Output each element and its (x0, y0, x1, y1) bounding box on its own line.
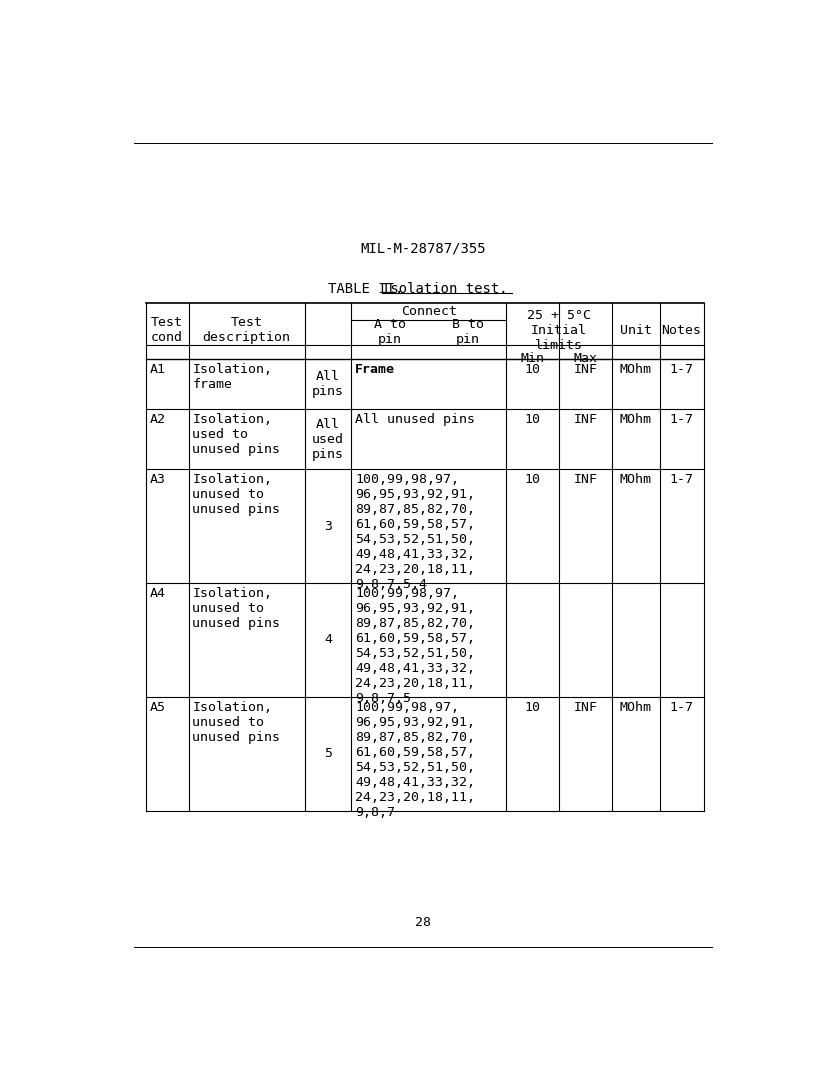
Text: All
used
pins: All used pins (312, 418, 344, 461)
Text: A3: A3 (150, 473, 166, 486)
Text: 3: 3 (324, 519, 332, 533)
Text: Isolation,
frame: Isolation, frame (192, 363, 273, 391)
Text: A2: A2 (150, 413, 166, 426)
Text: MIL-M-28787/355: MIL-M-28787/355 (360, 241, 487, 255)
Text: 25 + 5°C
Initial
limits: 25 + 5°C Initial limits (527, 309, 591, 352)
Text: 100,99,98,97,
96,95,93,92,91,
89,87,85,82,70,
61,60,59,58,57,
54,53,52,51,50,
49: 100,99,98,97, 96,95,93,92,91, 89,87,85,8… (355, 701, 475, 819)
Text: INF: INF (573, 413, 597, 426)
Text: 1-7: 1-7 (669, 473, 693, 486)
Text: 100,99,98,97,
96,95,93,92,91,
89,87,85,82,70,
61,60,59,58,57,
54,53,52,51,50,
49: 100,99,98,97, 96,95,93,92,91, 89,87,85,8… (355, 473, 475, 591)
Text: Isolation,
used to
unused pins: Isolation, used to unused pins (192, 413, 280, 455)
Text: 1-7: 1-7 (669, 363, 693, 375)
Text: Isolation,
unused to
unused pins: Isolation, unused to unused pins (192, 473, 280, 516)
Text: INF: INF (573, 473, 597, 486)
Text: TABLE II.: TABLE II. (328, 282, 403, 296)
Text: Frame: Frame (355, 363, 395, 375)
Text: Isolation,
unused to
unused pins: Isolation, unused to unused pins (192, 587, 280, 630)
Text: A5: A5 (150, 701, 166, 714)
Text: 5: 5 (324, 748, 332, 761)
Text: 10: 10 (525, 413, 540, 426)
Text: Isolation test.: Isolation test. (382, 282, 508, 296)
Text: INF: INF (573, 363, 597, 375)
Text: 28: 28 (415, 916, 431, 929)
Text: Min: Min (520, 353, 544, 366)
Text: Test
description: Test description (202, 316, 291, 344)
Text: 1-7: 1-7 (669, 701, 693, 714)
Text: 4: 4 (324, 633, 332, 646)
Text: A to
pin: A to pin (374, 318, 406, 346)
Text: MOhm: MOhm (620, 473, 652, 486)
Text: INF: INF (573, 701, 597, 714)
Text: 10: 10 (525, 701, 540, 714)
Text: B to
pin: B to pin (452, 318, 483, 346)
Text: MOhm: MOhm (620, 701, 652, 714)
Text: Unit: Unit (620, 324, 652, 337)
Text: Isolation,
unused to
unused pins: Isolation, unused to unused pins (192, 701, 280, 743)
Text: A1: A1 (150, 363, 166, 375)
Text: All
pins: All pins (312, 370, 344, 398)
Text: 100,99,98,97,
96,95,93,92,91,
89,87,85,82,70,
61,60,59,58,57,
54,53,52,51,50,
49: 100,99,98,97, 96,95,93,92,91, 89,87,85,8… (355, 587, 475, 705)
Text: MOhm: MOhm (620, 363, 652, 375)
Text: 10: 10 (525, 363, 540, 375)
Text: Connect: Connect (401, 304, 457, 317)
Text: 10: 10 (525, 473, 540, 486)
Text: A4: A4 (150, 587, 166, 600)
Text: Notes: Notes (662, 324, 701, 337)
Text: Max: Max (573, 353, 597, 366)
Text: Test
cond: Test cond (151, 316, 183, 344)
Text: All unused pins: All unused pins (355, 413, 475, 426)
Text: MOhm: MOhm (620, 413, 652, 426)
Text: 1-7: 1-7 (669, 413, 693, 426)
